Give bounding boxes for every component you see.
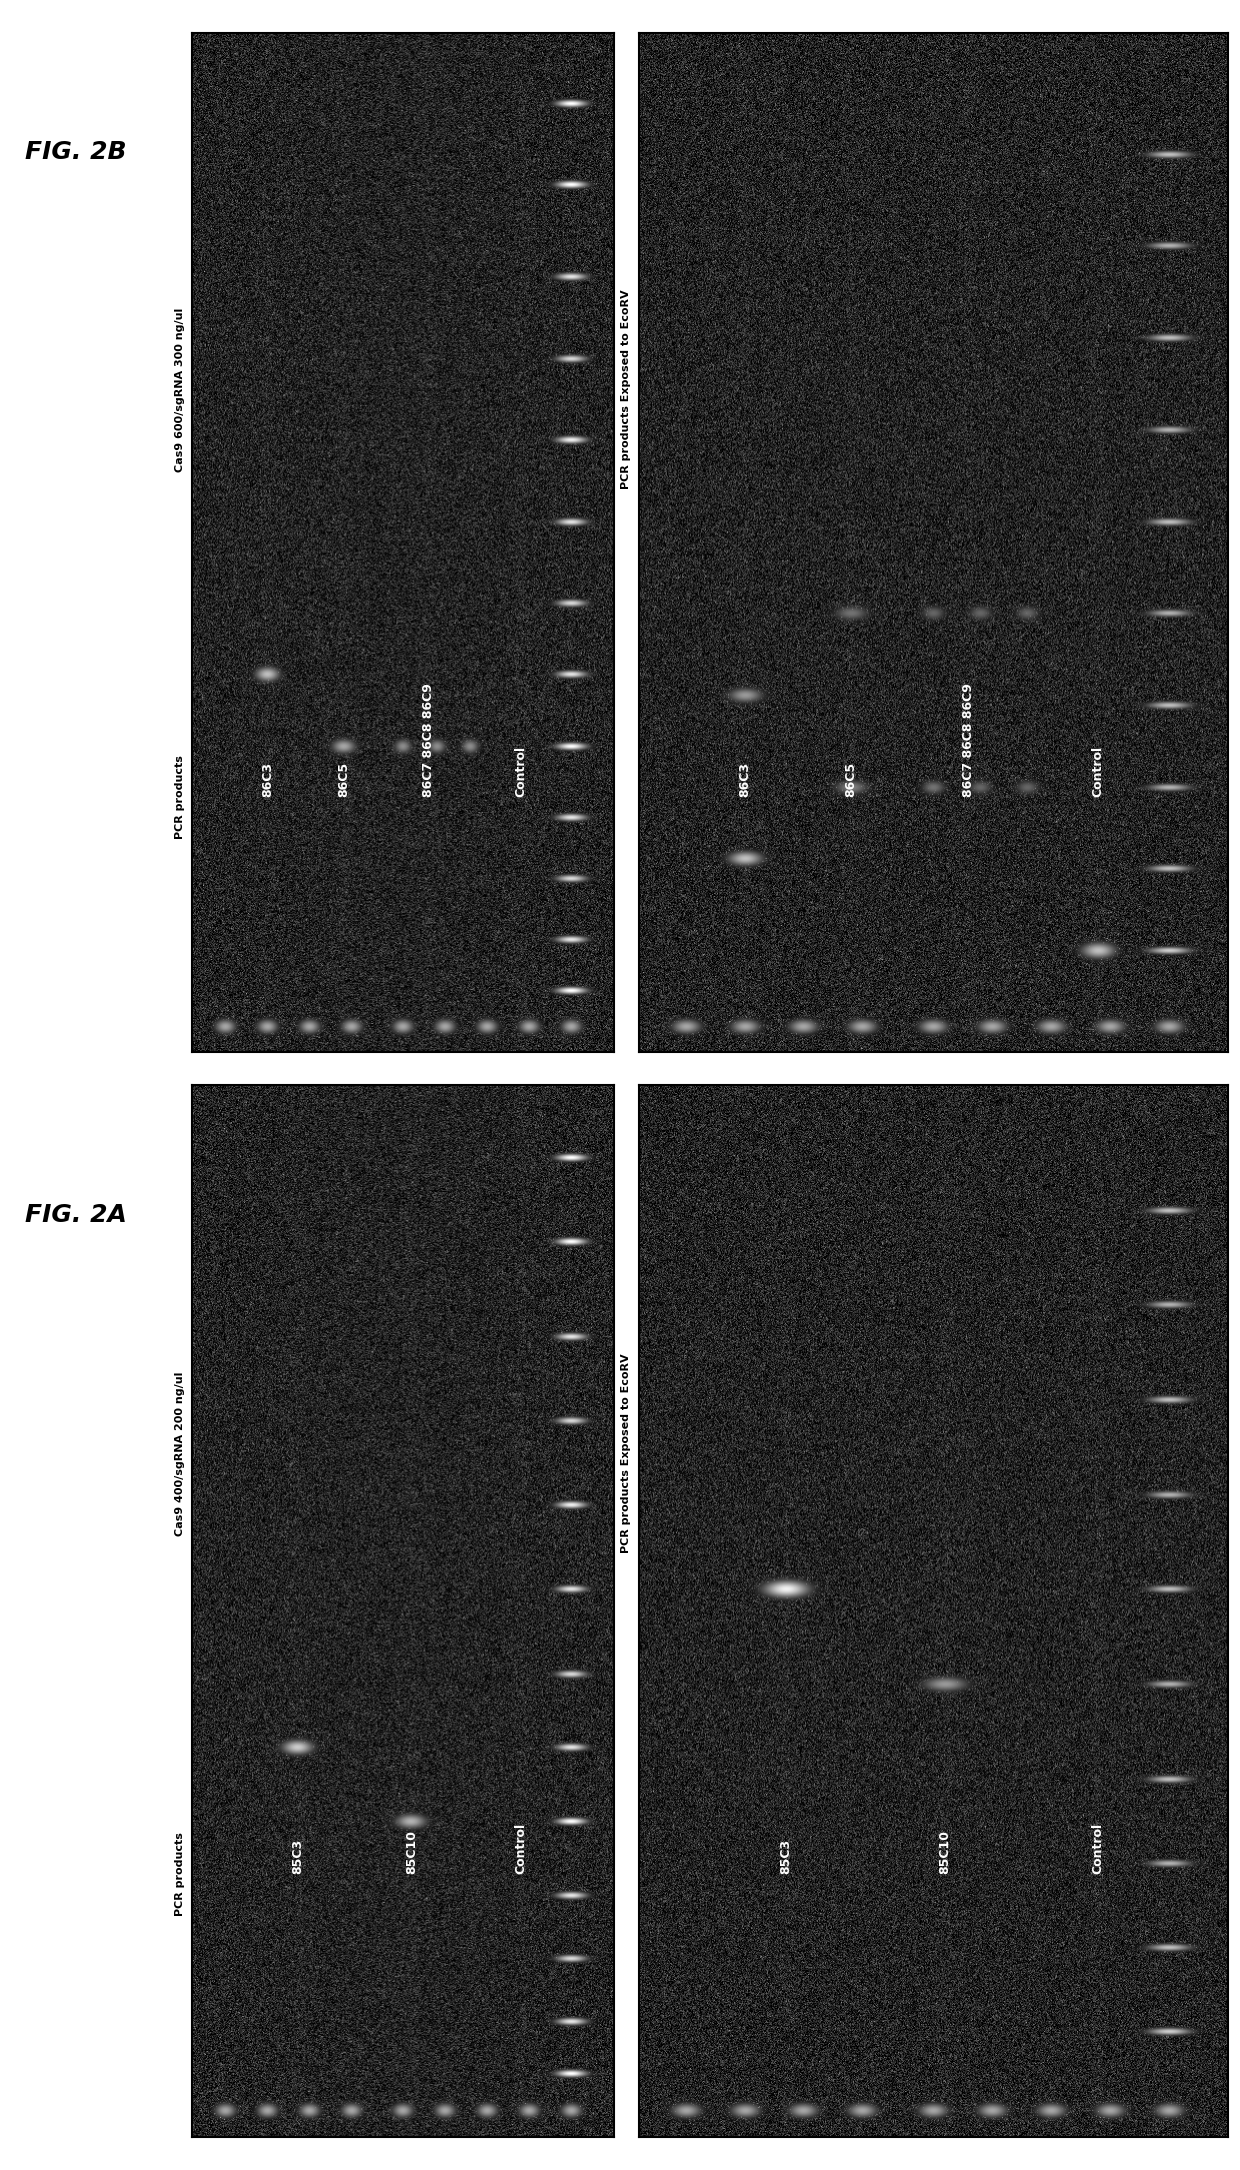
Text: 85C10: 85C10 <box>939 1829 951 1875</box>
Text: 85C3: 85C3 <box>291 1840 304 1875</box>
Text: 86C3: 86C3 <box>262 762 274 799</box>
Text: Cas9 600/sgRNA 300 ng/ul: Cas9 600/sgRNA 300 ng/ul <box>175 308 185 471</box>
Text: 85C10: 85C10 <box>405 1829 418 1875</box>
Text: 86C5: 86C5 <box>337 762 351 799</box>
Text: Control: Control <box>515 746 527 799</box>
Text: Control: Control <box>515 1823 527 1875</box>
Text: 86C5: 86C5 <box>844 762 857 799</box>
Text: PCR products Exposed to EcoRV: PCR products Exposed to EcoRV <box>621 1354 631 1554</box>
Text: PCR products: PCR products <box>175 1831 185 1916</box>
Text: 86C7 86C8 86C9: 86C7 86C8 86C9 <box>962 684 975 799</box>
Text: FIG. 2A: FIG. 2A <box>25 1202 126 1228</box>
Text: Cas9 400/sgRNA 200 ng/ul: Cas9 400/sgRNA 200 ng/ul <box>175 1371 185 1536</box>
Text: PCR products: PCR products <box>175 755 185 840</box>
Text: PCR products Exposed to EcoRV: PCR products Exposed to EcoRV <box>621 291 631 488</box>
Text: FIG. 2B: FIG. 2B <box>25 139 126 165</box>
Text: Control: Control <box>1091 746 1105 799</box>
Text: 86C7 86C8 86C9: 86C7 86C8 86C9 <box>422 684 435 799</box>
Text: Control: Control <box>1091 1823 1105 1875</box>
Text: 86C3: 86C3 <box>738 762 751 799</box>
Text: 85C3: 85C3 <box>780 1840 792 1875</box>
